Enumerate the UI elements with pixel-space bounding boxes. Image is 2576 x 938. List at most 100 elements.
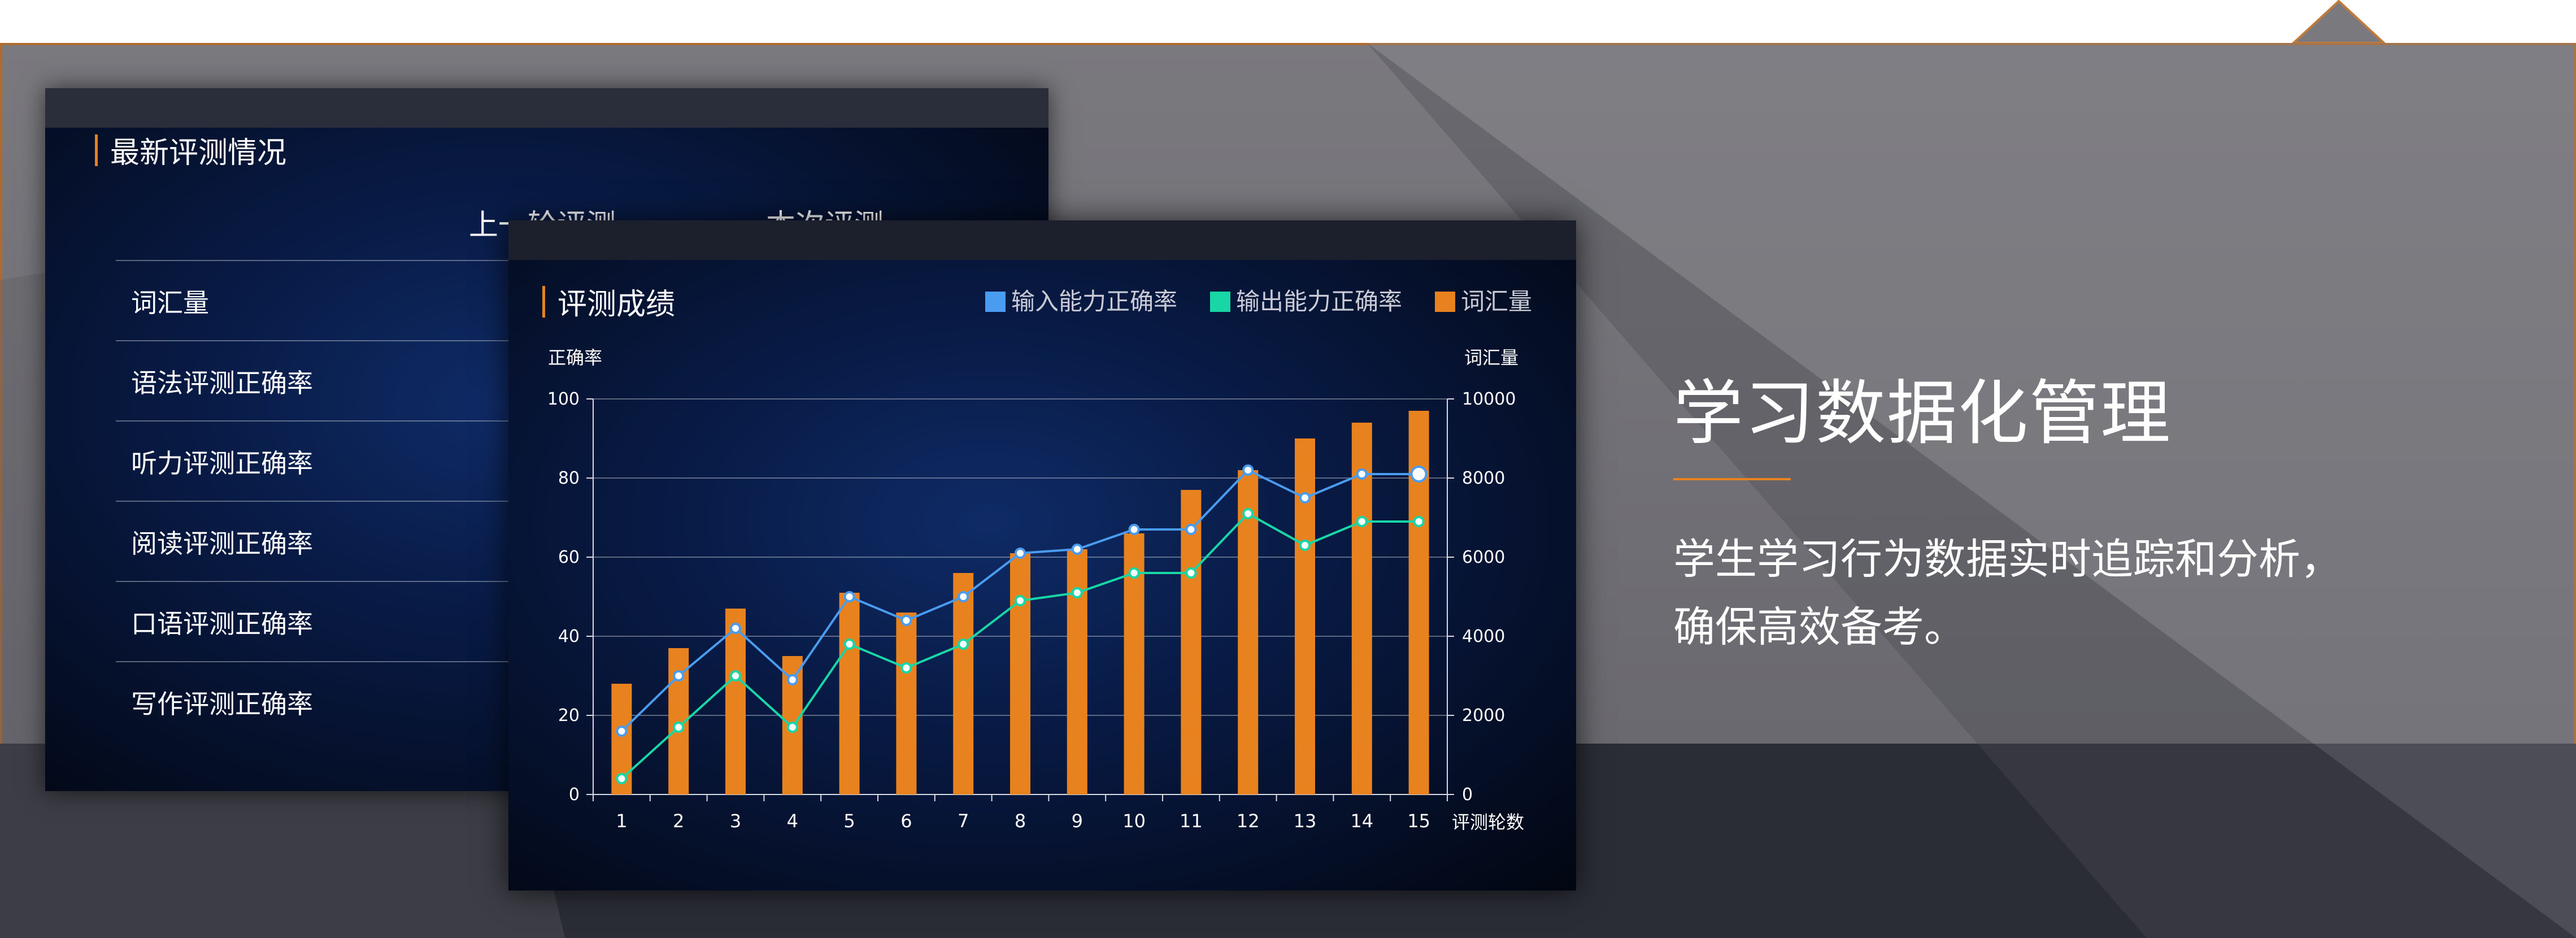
row-label-grammar: 语法评测正确率 bbox=[131, 368, 313, 398]
y-tick-label-left: 20 bbox=[558, 706, 580, 726]
y-tick-label-right: 0 bbox=[1462, 785, 1473, 805]
point-output-accuracy bbox=[786, 722, 798, 733]
point-output-accuracy bbox=[958, 639, 969, 650]
top-notch bbox=[2292, 0, 2386, 43]
y-tick-label-right: 6000 bbox=[1462, 548, 1505, 567]
bar-vocabulary bbox=[1295, 438, 1315, 794]
point-output-accuracy bbox=[616, 773, 628, 784]
point-output-accuracy bbox=[1128, 567, 1140, 579]
x-axis-title: 评测轮数 bbox=[1452, 811, 1524, 833]
point-input-accuracy bbox=[1015, 548, 1026, 559]
y-tick-label-left: 80 bbox=[558, 468, 580, 488]
y-axis-title-left: 正确率 bbox=[548, 347, 602, 368]
point-output-accuracy bbox=[1071, 587, 1083, 598]
point-input-accuracy bbox=[1356, 468, 1368, 480]
row-label-listening: 听力评测正确率 bbox=[131, 448, 313, 479]
x-tick-label: 12 bbox=[1237, 810, 1260, 832]
bar-vocabulary bbox=[839, 593, 860, 794]
point-input-accuracy bbox=[1185, 524, 1197, 535]
panel-top-strip bbox=[508, 220, 1576, 260]
row-label-writing: 写作评测正确率 bbox=[131, 689, 313, 719]
bar-vocabulary bbox=[725, 609, 746, 794]
row-label-reading: 阅读评测正确率 bbox=[131, 528, 313, 559]
y-tick-label-left: 0 bbox=[569, 785, 580, 805]
latest-evaluation-title: 最新评测情况 bbox=[110, 136, 287, 170]
row-label-speaking: 口语评测正确率 bbox=[131, 609, 313, 639]
point-input-accuracy bbox=[843, 591, 855, 602]
evaluation-score-title: 评测成绩 bbox=[558, 288, 676, 322]
chart-axes: 0 20 40 60 80 100 0 2000 4000 6000 8000 10000 正确率 词汇量… bbox=[547, 347, 1524, 833]
x-tick-label: 2 bbox=[673, 810, 684, 832]
point-output-accuracy bbox=[673, 722, 685, 733]
x-tick-label: 14 bbox=[1350, 810, 1373, 832]
point-input-accuracy bbox=[1242, 464, 1254, 476]
feature-description: 学生学习行为数据实时追踪和分析， 确保高效备考。 bbox=[1673, 526, 2464, 661]
evaluation-chart: 输入能力正确率 输出能力正确率 词汇量 0204060801000200040006… bbox=[547, 288, 1532, 833]
point-output-accuracy bbox=[1242, 508, 1254, 519]
x-tick-label: 7 bbox=[958, 810, 969, 832]
point-markers bbox=[616, 464, 1428, 784]
legend-label: 词汇量 bbox=[1461, 288, 1532, 315]
heading-accent-bar bbox=[542, 285, 545, 318]
bar-vocabulary bbox=[1238, 470, 1259, 794]
description-line-1: 学生学习行为数据实时追踪和分析， bbox=[1673, 535, 2342, 584]
point-input-accuracy bbox=[1071, 544, 1083, 555]
bar-vocabulary bbox=[896, 613, 917, 794]
point-input-accuracy bbox=[1299, 492, 1311, 503]
x-tick-label: 9 bbox=[1072, 810, 1083, 832]
description-line-2: 确保高效备考。 bbox=[1673, 603, 1966, 652]
y-tick-label-right: 8000 bbox=[1462, 468, 1505, 488]
y-tick-label-right: 4000 bbox=[1462, 627, 1505, 646]
title-underline bbox=[1673, 478, 1791, 480]
point-output-accuracy bbox=[730, 670, 741, 681]
legend-label: 输出能力正确率 bbox=[1236, 288, 1402, 315]
x-tick-label: 5 bbox=[843, 810, 855, 832]
bar-vocabulary bbox=[953, 573, 974, 794]
panel-top-strip bbox=[45, 88, 1048, 128]
y-tick-label-left: 60 bbox=[558, 548, 580, 567]
point-output-accuracy bbox=[1299, 540, 1311, 551]
point-output-accuracy bbox=[1356, 516, 1368, 527]
point-input-accuracy bbox=[1410, 466, 1428, 483]
bar-vocabulary bbox=[1181, 490, 1202, 794]
point-input-accuracy bbox=[900, 615, 912, 626]
y-axis-title-right: 词汇量 bbox=[1464, 347, 1518, 368]
y-tick-label-right: 10000 bbox=[1462, 389, 1516, 409]
point-input-accuracy bbox=[1128, 524, 1140, 535]
point-output-accuracy bbox=[900, 662, 912, 674]
point-input-accuracy bbox=[786, 674, 798, 685]
legend-swatch bbox=[985, 292, 1006, 312]
chart-legend: 输入能力正确率 输出能力正确率 词汇量 bbox=[985, 288, 1532, 315]
x-tick-label: 6 bbox=[900, 810, 912, 832]
point-input-accuracy bbox=[616, 726, 628, 737]
x-tick-label: 13 bbox=[1294, 810, 1317, 832]
x-tick-label: 3 bbox=[730, 810, 741, 832]
heading-accent-bar bbox=[95, 134, 98, 166]
bar-vocabulary bbox=[1351, 423, 1372, 794]
bar-vocabulary bbox=[1067, 549, 1087, 794]
x-tick-label: 15 bbox=[1407, 810, 1430, 832]
point-input-accuracy bbox=[730, 623, 741, 634]
y-tick-label-right: 2000 bbox=[1462, 706, 1505, 726]
point-output-accuracy bbox=[1015, 595, 1026, 606]
point-output-accuracy bbox=[843, 639, 855, 650]
x-tick-label: 11 bbox=[1180, 810, 1203, 832]
legend-swatch bbox=[1210, 292, 1230, 312]
legend-label: 输入能力正确率 bbox=[1011, 288, 1177, 315]
feature-title: 学习数据化管理 bbox=[1673, 373, 2172, 454]
x-tick-label: 1 bbox=[616, 810, 627, 832]
bar-vocabulary bbox=[1010, 553, 1030, 794]
legend-swatch bbox=[1435, 292, 1455, 312]
row-label-vocabulary: 词汇量 bbox=[131, 288, 209, 318]
point-output-accuracy bbox=[1413, 516, 1425, 527]
y-tick-label-left: 100 bbox=[547, 389, 580, 409]
x-tick-label: 10 bbox=[1122, 810, 1146, 832]
point-input-accuracy bbox=[673, 670, 685, 681]
x-tick-label: 4 bbox=[787, 810, 798, 832]
point-input-accuracy bbox=[958, 591, 969, 602]
y-tick-label-left: 40 bbox=[558, 627, 580, 646]
x-tick-label: 8 bbox=[1015, 810, 1026, 832]
latest-evaluation-heading: 最新评测情况 bbox=[95, 129, 286, 171]
point-output-accuracy bbox=[1185, 567, 1197, 579]
evaluation-score-heading: 评测成绩 bbox=[542, 280, 675, 323]
